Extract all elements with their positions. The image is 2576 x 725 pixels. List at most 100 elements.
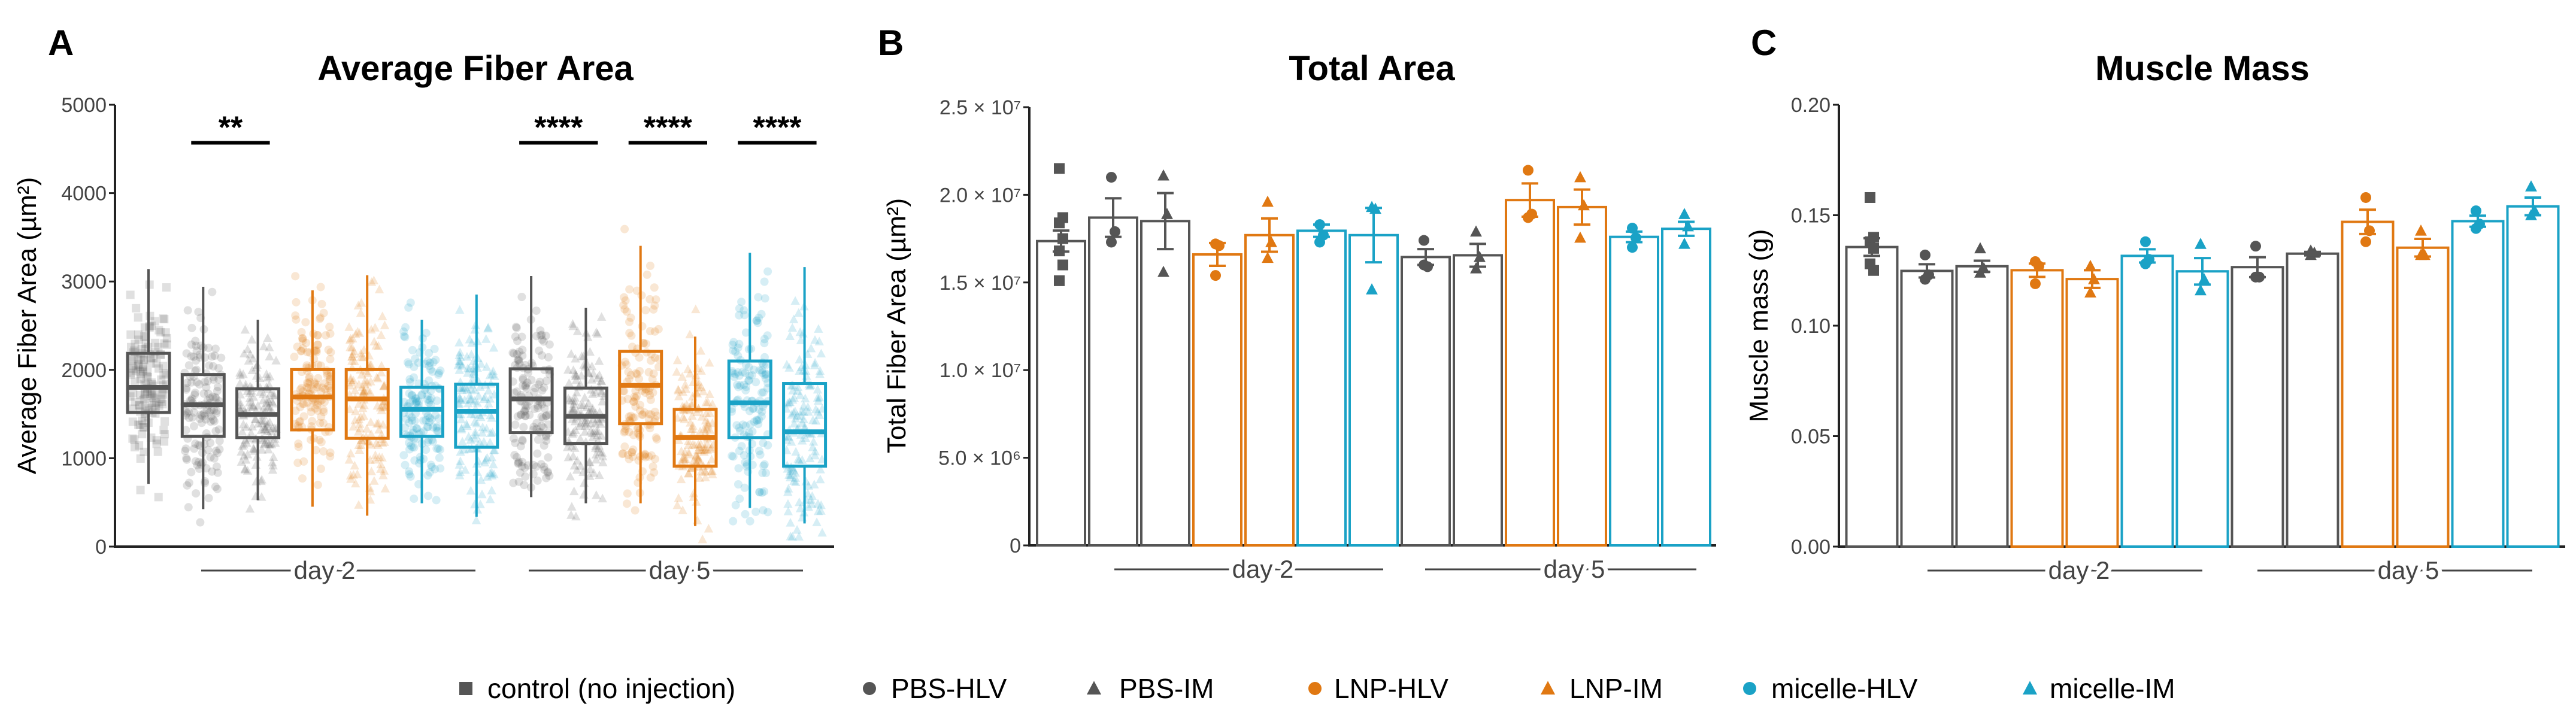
jitter-point xyxy=(425,398,434,407)
jitter-point xyxy=(596,376,607,386)
jitter-point xyxy=(623,395,632,404)
jitter-point xyxy=(358,403,368,412)
jitter-point xyxy=(810,360,820,369)
jitter-point xyxy=(704,523,714,533)
jitter-point xyxy=(315,435,324,444)
jitter-point xyxy=(354,500,363,509)
day-label: day 5 xyxy=(2378,556,2439,584)
jitter-point xyxy=(211,447,220,456)
jitter-point xyxy=(430,344,439,353)
jitter-point xyxy=(326,354,335,363)
jitter-point xyxy=(326,348,335,357)
jitter-point xyxy=(456,424,466,433)
jitter-point xyxy=(509,434,518,443)
jitter-point xyxy=(246,402,255,411)
jitter-point xyxy=(795,366,804,375)
jitter-point xyxy=(678,505,687,514)
legend-circle-icon xyxy=(863,682,876,695)
jitter-point xyxy=(213,468,222,477)
jitter-point xyxy=(243,344,253,353)
jitter-point xyxy=(463,363,472,372)
jitter-point xyxy=(568,429,577,438)
jitter-point xyxy=(296,385,305,394)
jitter-point xyxy=(373,373,383,383)
jitter-point xyxy=(794,532,804,541)
jitter-point xyxy=(740,380,748,389)
jitter-point xyxy=(699,445,709,454)
jitter-point xyxy=(299,399,308,408)
jitter-point xyxy=(422,445,431,454)
jitter-point xyxy=(380,320,390,329)
jitter-point xyxy=(204,389,213,398)
jitter-point xyxy=(646,473,655,482)
day-label: day 2 xyxy=(2048,556,2110,584)
y-tick-label: 0.05 xyxy=(1791,426,1831,448)
jitter-point xyxy=(471,427,480,436)
legend-label: micelle-IM xyxy=(2050,673,2175,704)
jitter-point xyxy=(789,314,799,323)
jitter-point xyxy=(513,412,522,421)
jitter-point xyxy=(747,371,756,380)
legend: control (no injection) PBS-HLV PBS-IM LNP-H… xyxy=(459,673,2175,704)
bar xyxy=(2506,205,2560,548)
jitter-point xyxy=(650,353,659,362)
jitter-point xyxy=(477,489,487,499)
jitter-point xyxy=(428,367,437,376)
jitter-point xyxy=(134,360,143,369)
jitter-point xyxy=(349,346,359,356)
jitter-point xyxy=(516,442,525,451)
jitter-point xyxy=(303,378,312,387)
jitter-point xyxy=(621,357,630,366)
jitter-point xyxy=(423,391,432,400)
jitter-point xyxy=(632,369,641,378)
jitter-point xyxy=(141,387,150,396)
jitter-point xyxy=(683,364,693,374)
jitter-point xyxy=(758,469,767,478)
jitter-point xyxy=(129,361,138,370)
jitter-point xyxy=(305,377,314,386)
jitter-point xyxy=(138,430,147,439)
jitter-point xyxy=(239,348,249,358)
jitter-point xyxy=(370,323,380,332)
jitter-point xyxy=(750,365,759,374)
jitter-point xyxy=(428,463,437,472)
jitter-point xyxy=(693,445,703,454)
jitter-point xyxy=(419,416,428,425)
box xyxy=(126,351,171,414)
jitter-point xyxy=(207,467,216,476)
jitter-point xyxy=(407,413,416,422)
panel-a-y-axis-label: Average Fiber Area (µm²) xyxy=(13,177,42,474)
jitter-point xyxy=(184,478,193,487)
jitter-point xyxy=(455,359,465,368)
jitter-point xyxy=(748,404,757,413)
jitter-point xyxy=(380,483,390,493)
jitter-point xyxy=(679,452,689,462)
jitter-point xyxy=(596,375,606,385)
jitter-point xyxy=(589,427,599,436)
jitter-point xyxy=(154,326,163,335)
jitter-point xyxy=(157,397,166,406)
jitter-point xyxy=(462,421,472,430)
jitter-point xyxy=(578,400,588,409)
jitter-point xyxy=(815,369,825,378)
jitter-point xyxy=(465,363,474,373)
jitter-point xyxy=(269,452,278,461)
jitter-point xyxy=(432,396,441,405)
jitter-point xyxy=(160,430,169,439)
jitter-point xyxy=(570,416,580,426)
bar xyxy=(1348,233,1399,547)
jitter-point xyxy=(129,353,138,362)
jitter-point xyxy=(478,422,487,432)
jitter-point xyxy=(760,335,769,344)
data-point xyxy=(2084,286,2096,298)
jitter-point xyxy=(762,370,771,379)
jitter-point xyxy=(237,447,246,456)
jitter-point xyxy=(147,354,156,363)
jitter-point xyxy=(754,415,763,424)
jitter-point xyxy=(192,378,201,387)
jitter-point xyxy=(213,383,222,392)
jitter-point xyxy=(568,451,578,460)
panel-c-y-axis-label: Muscle mass (g) xyxy=(1744,229,1774,423)
jitter-point xyxy=(703,420,713,429)
jitter-point xyxy=(360,379,370,389)
